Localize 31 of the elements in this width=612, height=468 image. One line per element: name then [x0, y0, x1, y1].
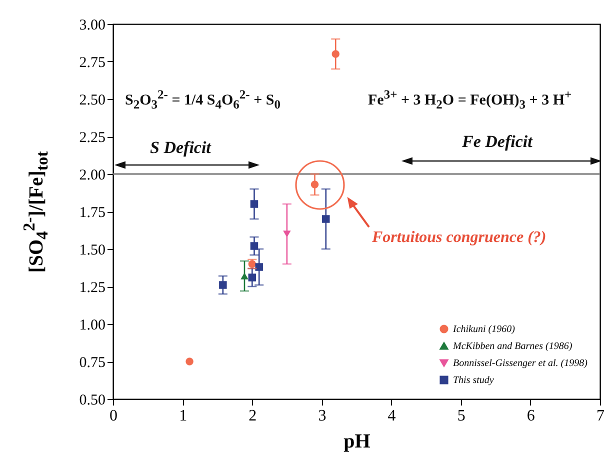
x-tick-label: 2	[248, 408, 257, 424]
annotation: Fe Deficit	[462, 132, 532, 152]
point	[219, 281, 227, 289]
y-tick-label: 2.75	[79, 55, 106, 71]
legend-label: McKibben and Barnes (1986)	[452, 341, 573, 352]
legend-label: Bonnissel-Gissenger et al. (1998)	[453, 358, 588, 369]
legend-label: Ichikuni (1960)	[452, 324, 516, 335]
point	[186, 358, 194, 366]
legend-label: This study	[453, 375, 494, 386]
y-tick-label: 1.25	[79, 280, 106, 296]
y-tick-label: 1.75	[79, 205, 106, 221]
x-tick-label: 3	[318, 408, 326, 424]
y-tick-label: 1.50	[79, 242, 106, 258]
x-tick-label: 1	[179, 408, 188, 424]
y-tick-label: 1.00	[79, 318, 106, 334]
y-tick-label: 2.00	[79, 168, 106, 184]
annotation: Fortuitous congruence (?)	[372, 229, 546, 247]
annotation: Fe$^{3+}$ + 3 H$_{2}$O = Fe(OH)$_{3}$ + 3 H$^{+}$	[368, 88, 572, 112]
y-tick-label: 3.00	[79, 18, 106, 34]
x-tick-label: 7	[596, 408, 604, 424]
y-tick-label: 0.50	[79, 392, 106, 408]
y-tick-label: 0.75	[79, 355, 106, 371]
x-tick-label: 4	[388, 408, 396, 424]
x-axis-title: pH	[344, 430, 371, 452]
x-tick-label: 6	[526, 408, 535, 424]
text: S$_{2}$O$_{3}$$^{2-}$ = 1/4 S$_{4}$O$_{6}$$^{2-}$ + S$_{0}$	[125, 88, 280, 112]
x-tick-label: 0	[110, 408, 118, 424]
y-tick-label: 2.50	[79, 92, 106, 108]
x-tick-label: 5	[457, 408, 466, 424]
y-tick-label: 2.25	[79, 130, 106, 146]
annotation: S Deficit	[150, 138, 211, 158]
